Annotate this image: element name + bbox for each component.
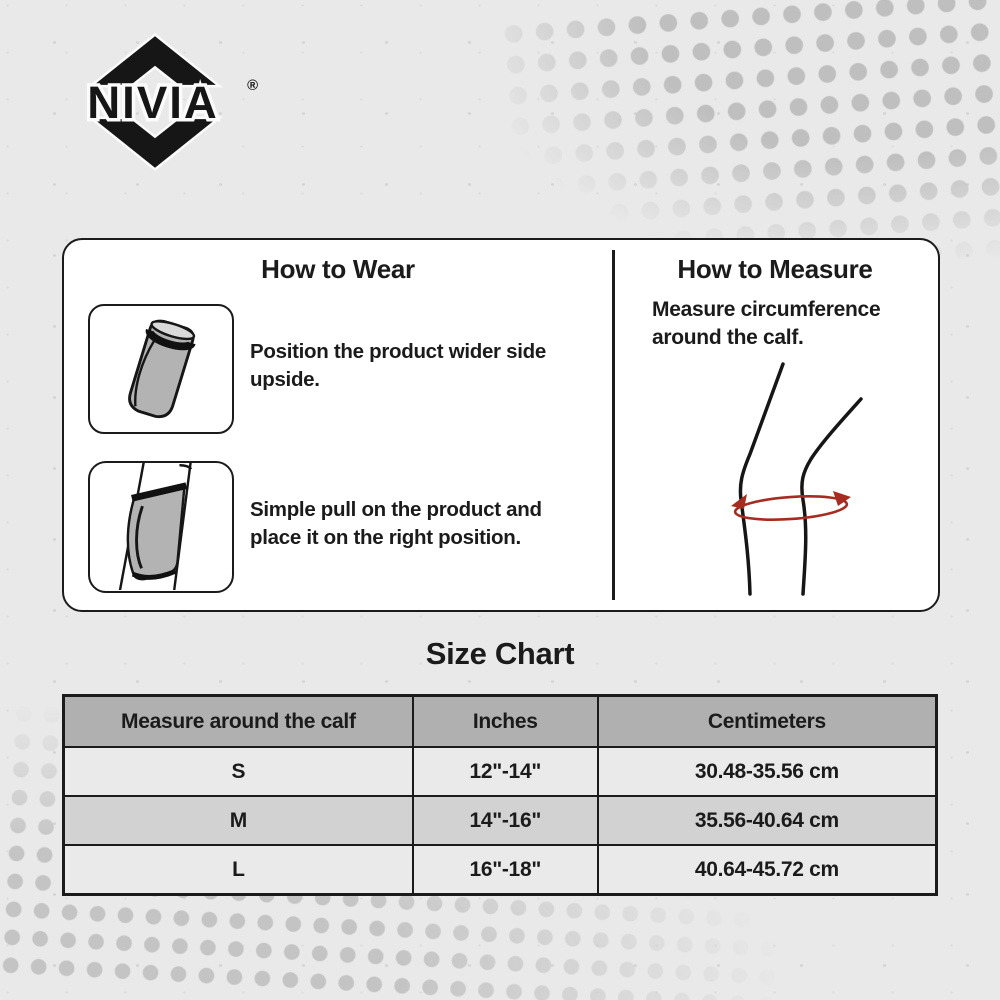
measuring-tape-ellipse — [731, 491, 851, 521]
measure-illustration — [676, 362, 916, 602]
col-header-measure: Measure around the calf — [62, 694, 414, 748]
size-centimeters: 40.64-45.72 cm — [596, 844, 938, 896]
size-row-s: S 12"-14" 30.48-35.56 cm — [62, 746, 938, 797]
how-to-wear-title: How to Wear — [261, 254, 415, 284]
size-label: M — [62, 795, 414, 846]
size-centimeters: 30.48-35.56 cm — [596, 746, 938, 797]
leg-measurement-icon — [731, 362, 863, 596]
size-chart-title: Size Chart — [425, 636, 575, 671]
nivia-diamond-arrows-icon: NIVIA ® — [84, 33, 258, 171]
size-row-l: L 16"-18" 40.64-45.72 cm — [62, 844, 938, 896]
wear-step-2-illustration — [88, 461, 234, 593]
wear-step-1-illustration — [88, 304, 234, 434]
measure-instruction-text: Measure circumference around the calf. — [652, 298, 881, 350]
wear-step-1-text: Position the product wider side upside. — [250, 340, 546, 392]
size-inches: 14"-16" — [411, 795, 599, 846]
brand-name: NIVIA — [87, 77, 218, 128]
wear-step-2-text: Simple pull on the product and place it … — [250, 498, 542, 550]
size-chart-table: Measure around the calf Inches Centimete… — [62, 694, 938, 896]
how-to-measure-title: How to Measure — [677, 254, 873, 284]
card-section-divider — [612, 250, 615, 600]
col-header-centimeters: Centimeters — [596, 694, 938, 748]
brand-logo: NIVIA ® — [46, 26, 264, 176]
sleeve-worn-on-leg-icon — [118, 463, 193, 591]
registered-trademark: ® — [247, 78, 258, 94]
instructions-card: How to Wear Position the product wider s… — [62, 238, 940, 612]
product-sleeve-icon — [128, 319, 196, 419]
size-label: S — [62, 746, 414, 797]
size-inches: 12"-14" — [411, 746, 599, 797]
col-header-inches: Inches — [411, 694, 599, 748]
size-row-m: M 14"-16" 35.56-40.64 cm — [62, 795, 938, 846]
size-label: L — [62, 844, 414, 896]
size-inches: 16"-18" — [411, 844, 599, 896]
size-chart-header-row: Measure around the calf Inches Centimete… — [62, 694, 938, 748]
size-centimeters: 35.56-40.64 cm — [596, 795, 938, 846]
